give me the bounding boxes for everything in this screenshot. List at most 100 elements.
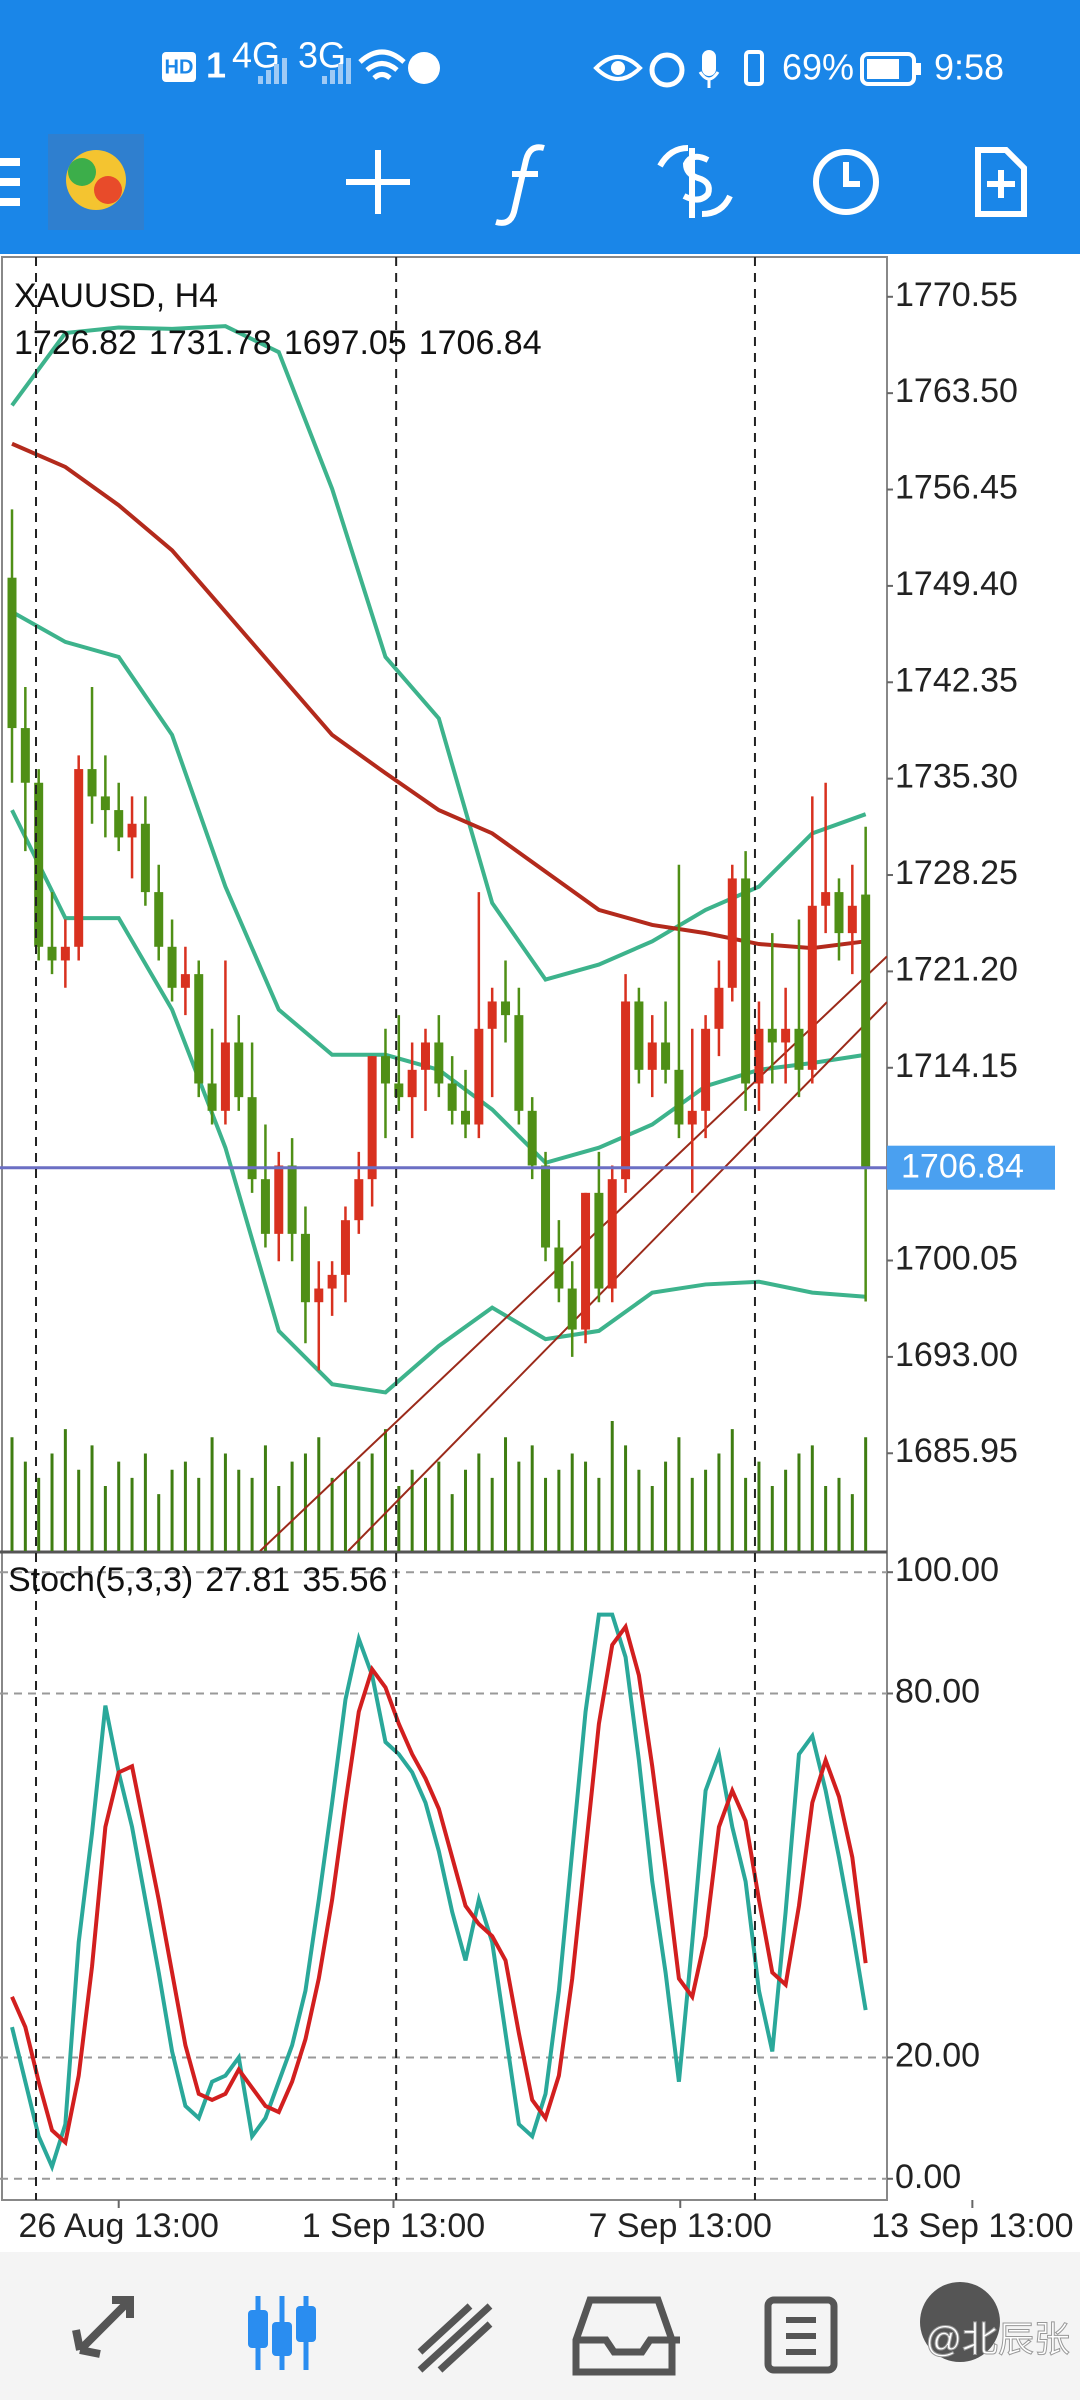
candle-body [300,1233,310,1303]
logo-figure [94,176,122,204]
candle-body [260,1179,270,1234]
logo-figure [68,158,96,186]
indicator-line [10,809,866,1395]
stoch-info: Stoch(5,3,3) 27.81 35.56 [8,1561,387,1599]
battery-level [867,59,899,79]
ohlc-value: 1726.82 [14,324,137,362]
indicator-line [10,324,867,982]
candle-body [34,782,44,947]
sim-label: 1 [206,45,226,86]
new-order-button[interactable] [975,147,1027,217]
signal-icon [322,58,351,84]
candle-body [154,892,164,947]
quotes-tab[interactable] [72,2296,134,2358]
wifi-icon [358,49,406,80]
candle-body [634,1001,644,1070]
candle-body [180,974,190,988]
candle-body [741,878,751,1084]
candle-body [661,1042,671,1070]
candle-body [60,946,70,961]
y-tick-label: 1770.55 [895,276,1018,314]
candle-body [821,892,831,906]
y-tick-label: 1735.30 [895,758,1018,796]
y-tick-label: 1756.45 [895,469,1018,507]
candle-body [140,823,150,893]
clock: 9:58 [934,47,1004,88]
candle-body [554,1247,564,1289]
stoch-line [10,1622,868,2147]
candle-body [794,1028,804,1070]
y-tick-label: 80.00 [895,1672,980,1710]
y-tick-label: 100.00 [895,1551,999,1589]
candle-body [220,1042,230,1111]
candle-body [87,769,97,797]
y-tick-label: 0.00 [895,2158,961,2196]
candle-body [394,1083,404,1098]
crosshair-button[interactable] [346,150,410,214]
y-tick-label: 1721.20 [895,950,1018,988]
battery-percent: 69% [782,47,854,88]
hd-badge [162,52,196,82]
candle-body [434,1042,444,1084]
chart-frame [1,256,888,2201]
battery-tip [916,63,921,75]
candle-body [807,905,817,1070]
candle-body [47,946,57,961]
clock-hands [843,162,860,187]
candle-body [514,1015,524,1111]
app-icon [408,52,440,84]
vibrate-icon [744,50,764,86]
hd-label: HD [165,56,194,78]
candle-body [407,1069,417,1098]
stoch-value: 27.81 [205,1561,290,1599]
plus-icon [987,170,1015,198]
candle-body [114,810,124,838]
indicators-button[interactable] [495,144,545,226]
candle-body [607,1179,617,1289]
candle-body [74,769,84,947]
candle-body [354,1179,364,1221]
candle-body [7,577,17,729]
price-panel [0,324,887,1551]
trade-tab[interactable] [417,2303,493,2373]
eye-icon [593,55,643,81]
x-tick-label: 13 Sep 13:00 [871,2207,1073,2245]
ohlc-value: 1706.84 [419,324,542,362]
menu-button[interactable] [0,158,20,206]
candle-body [501,1001,511,1016]
candle-body [527,1110,537,1166]
candle-body [447,1083,457,1111]
alarm-icon [649,52,685,88]
candle-body [461,1110,471,1125]
x-tick-label: 26 Aug 13:00 [19,2207,219,2245]
watermark: @北辰张 [925,2319,1070,2360]
candle-body [674,1069,684,1125]
chart-tab[interactable] [248,2296,316,2370]
candle-body [20,728,30,783]
history-button[interactable] [813,149,879,215]
eye-pupil [611,61,625,75]
y-tick-label: 20.00 [895,2036,980,2074]
mic-stand [698,71,720,88]
history-tab[interactable] [572,2296,680,2376]
settings-tab[interactable] [920,2282,1000,2362]
candle-body [340,1220,350,1275]
stoch-panel [0,1571,887,2180]
candle-body [287,1165,297,1234]
x-tick-label: 1 Sep 13:00 [302,2207,485,2245]
trade-button[interactable] [657,145,733,218]
candle-body [861,894,871,1168]
candle-body [314,1288,324,1303]
y-tick-label: 1693.00 [895,1336,1018,1374]
y-tick-label: 1728.25 [895,854,1018,892]
news-tab[interactable] [764,2296,838,2374]
candle-body [327,1274,337,1289]
candle-body [567,1288,577,1330]
status-bar: HD 1 4G 3G 69% 9:58 [162,35,1004,88]
y-tick-label: 1714.15 [895,1047,1018,1085]
ohlc-value: 1697.05 [284,324,407,362]
stoch-title: Stoch(5,3,3) [8,1561,193,1599]
stoch-value: 35.56 [302,1561,387,1599]
candle-body [487,1001,497,1029]
y-tick-label: 1685.95 [895,1432,1018,1470]
